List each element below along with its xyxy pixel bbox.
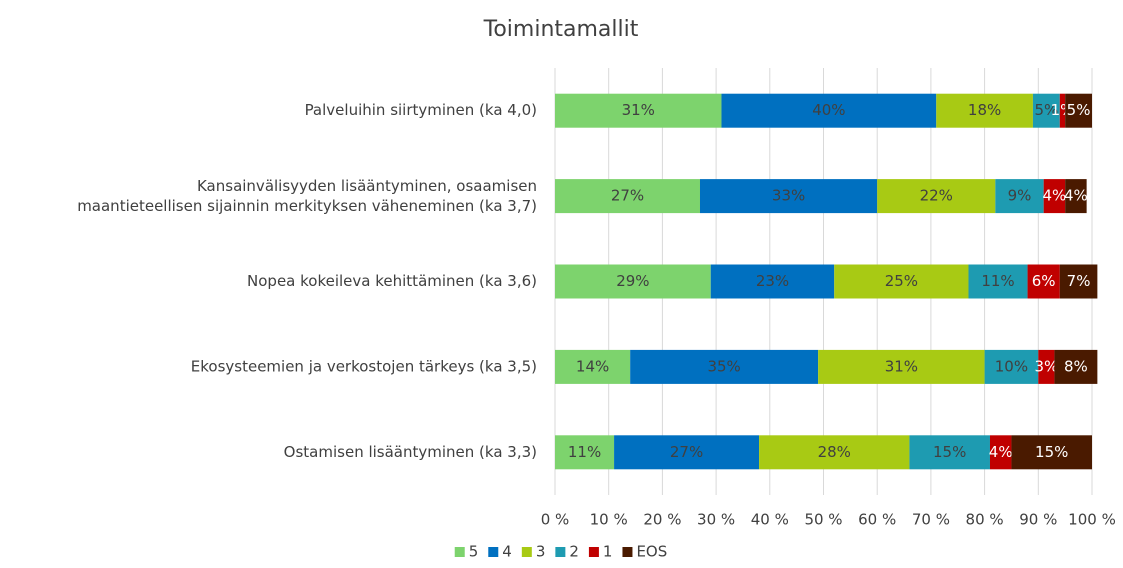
- x-tick-label: 100 %: [1068, 511, 1116, 529]
- value-label: 29%: [616, 272, 649, 290]
- legend-swatch: [521, 547, 532, 557]
- value-label: 31%: [885, 357, 918, 375]
- legend-swatch: [555, 547, 566, 557]
- value-label: 4%: [989, 443, 1013, 461]
- bar-segment: [1065, 179, 1087, 214]
- value-label: 6%: [1032, 272, 1056, 290]
- value-label: 3%: [1034, 357, 1058, 375]
- legend-swatch: [488, 547, 499, 557]
- x-tick-label: 20 %: [643, 511, 681, 529]
- bar-segment: [555, 435, 615, 470]
- x-tick-label: 30 %: [697, 511, 735, 529]
- value-label: 14%: [576, 357, 609, 375]
- bar-segment: [721, 93, 937, 128]
- x-tick-label: 50 %: [804, 511, 842, 529]
- y-tick-label: Nopea kokeileva kehittäminen (ka 3,6): [247, 272, 537, 290]
- value-label: 22%: [920, 187, 953, 205]
- legend-swatch: [588, 547, 599, 557]
- value-label: 7%: [1067, 272, 1091, 290]
- value-label: 28%: [818, 443, 851, 461]
- bar-segment: [989, 435, 1012, 470]
- value-label: 25%: [885, 272, 918, 290]
- value-label: 31%: [622, 101, 655, 119]
- value-label: 27%: [611, 187, 644, 205]
- y-tick-label: Palveluihin siirtyminen (ka 4,0): [305, 101, 537, 119]
- x-tick-label: 0 %: [541, 511, 570, 529]
- x-tick-label: 90 %: [1019, 511, 1057, 529]
- value-label: 23%: [756, 272, 789, 290]
- bar-segment: [614, 435, 760, 470]
- legend-label: 5: [469, 543, 479, 561]
- legend-label: 2: [569, 543, 579, 561]
- value-label: 18%: [968, 101, 1001, 119]
- value-label: 5%: [1067, 101, 1091, 119]
- legend-label: 3: [536, 543, 546, 561]
- value-label: 8%: [1064, 357, 1088, 375]
- bar-segment: [1011, 435, 1092, 470]
- bar-segment: [984, 349, 1039, 384]
- bar-segment: [710, 264, 835, 299]
- bar-segment: [555, 179, 700, 214]
- bar-segment: [1032, 93, 1060, 128]
- bar-segment: [834, 264, 969, 299]
- bar-segment: [1043, 179, 1066, 214]
- x-tick-label: 70 %: [912, 511, 950, 529]
- legend-swatch: [622, 547, 633, 557]
- bar-segment: [630, 349, 819, 384]
- value-label: 9%: [1008, 187, 1032, 205]
- value-label: 5%: [1034, 101, 1058, 119]
- bar-segment: [1065, 93, 1092, 128]
- bar-segment: [995, 179, 1044, 214]
- x-tick-label: 80 %: [966, 511, 1004, 529]
- y-tick-label: Kansainvälisyyden lisääntyminen, osaamis…: [77, 177, 537, 215]
- legend-label: 1: [603, 543, 613, 561]
- chart-title: Toimintamallit: [483, 17, 639, 42]
- value-label: 11%: [568, 443, 601, 461]
- x-tick-label: 60 %: [858, 511, 896, 529]
- value-label: 4%: [1064, 187, 1088, 205]
- x-tick-label: 40 %: [751, 511, 789, 529]
- value-label: 35%: [707, 357, 740, 375]
- value-label: 27%: [670, 443, 703, 461]
- legend-swatch: [454, 547, 465, 557]
- legend-label: EOS: [636, 543, 667, 561]
- bar-segment: [759, 435, 910, 470]
- bar-segment: [877, 179, 996, 214]
- bar-segment: [909, 435, 990, 470]
- value-label: 15%: [933, 443, 966, 461]
- bar-segment: [1059, 93, 1066, 128]
- y-tick-label: Ekosysteemien ja verkostojen tärkeys (ka…: [191, 357, 537, 375]
- value-label: 40%: [812, 101, 845, 119]
- value-label: 33%: [772, 187, 805, 205]
- bar-segment: [936, 93, 1033, 128]
- bar-segment: [968, 264, 1028, 299]
- bar-segment: [1059, 264, 1098, 299]
- x-tick-label: 10 %: [590, 511, 628, 529]
- bar-segment: [1054, 349, 1098, 384]
- y-tick-label: Ostamisen lisääntyminen (ka 3,3): [284, 443, 537, 461]
- bar-segment: [1027, 264, 1060, 299]
- bar-segment: [555, 93, 722, 128]
- legend-label: 4: [502, 543, 512, 561]
- bar-segment: [818, 349, 985, 384]
- value-label: 15%: [1035, 443, 1068, 461]
- value-label: 4%: [1043, 187, 1067, 205]
- bar-segment: [555, 264, 711, 299]
- bar-segment: [1038, 349, 1055, 384]
- value-label: 11%: [981, 272, 1014, 290]
- bar-segment: [555, 349, 631, 384]
- bar-segment: [699, 179, 878, 214]
- value-label: 10%: [995, 357, 1028, 375]
